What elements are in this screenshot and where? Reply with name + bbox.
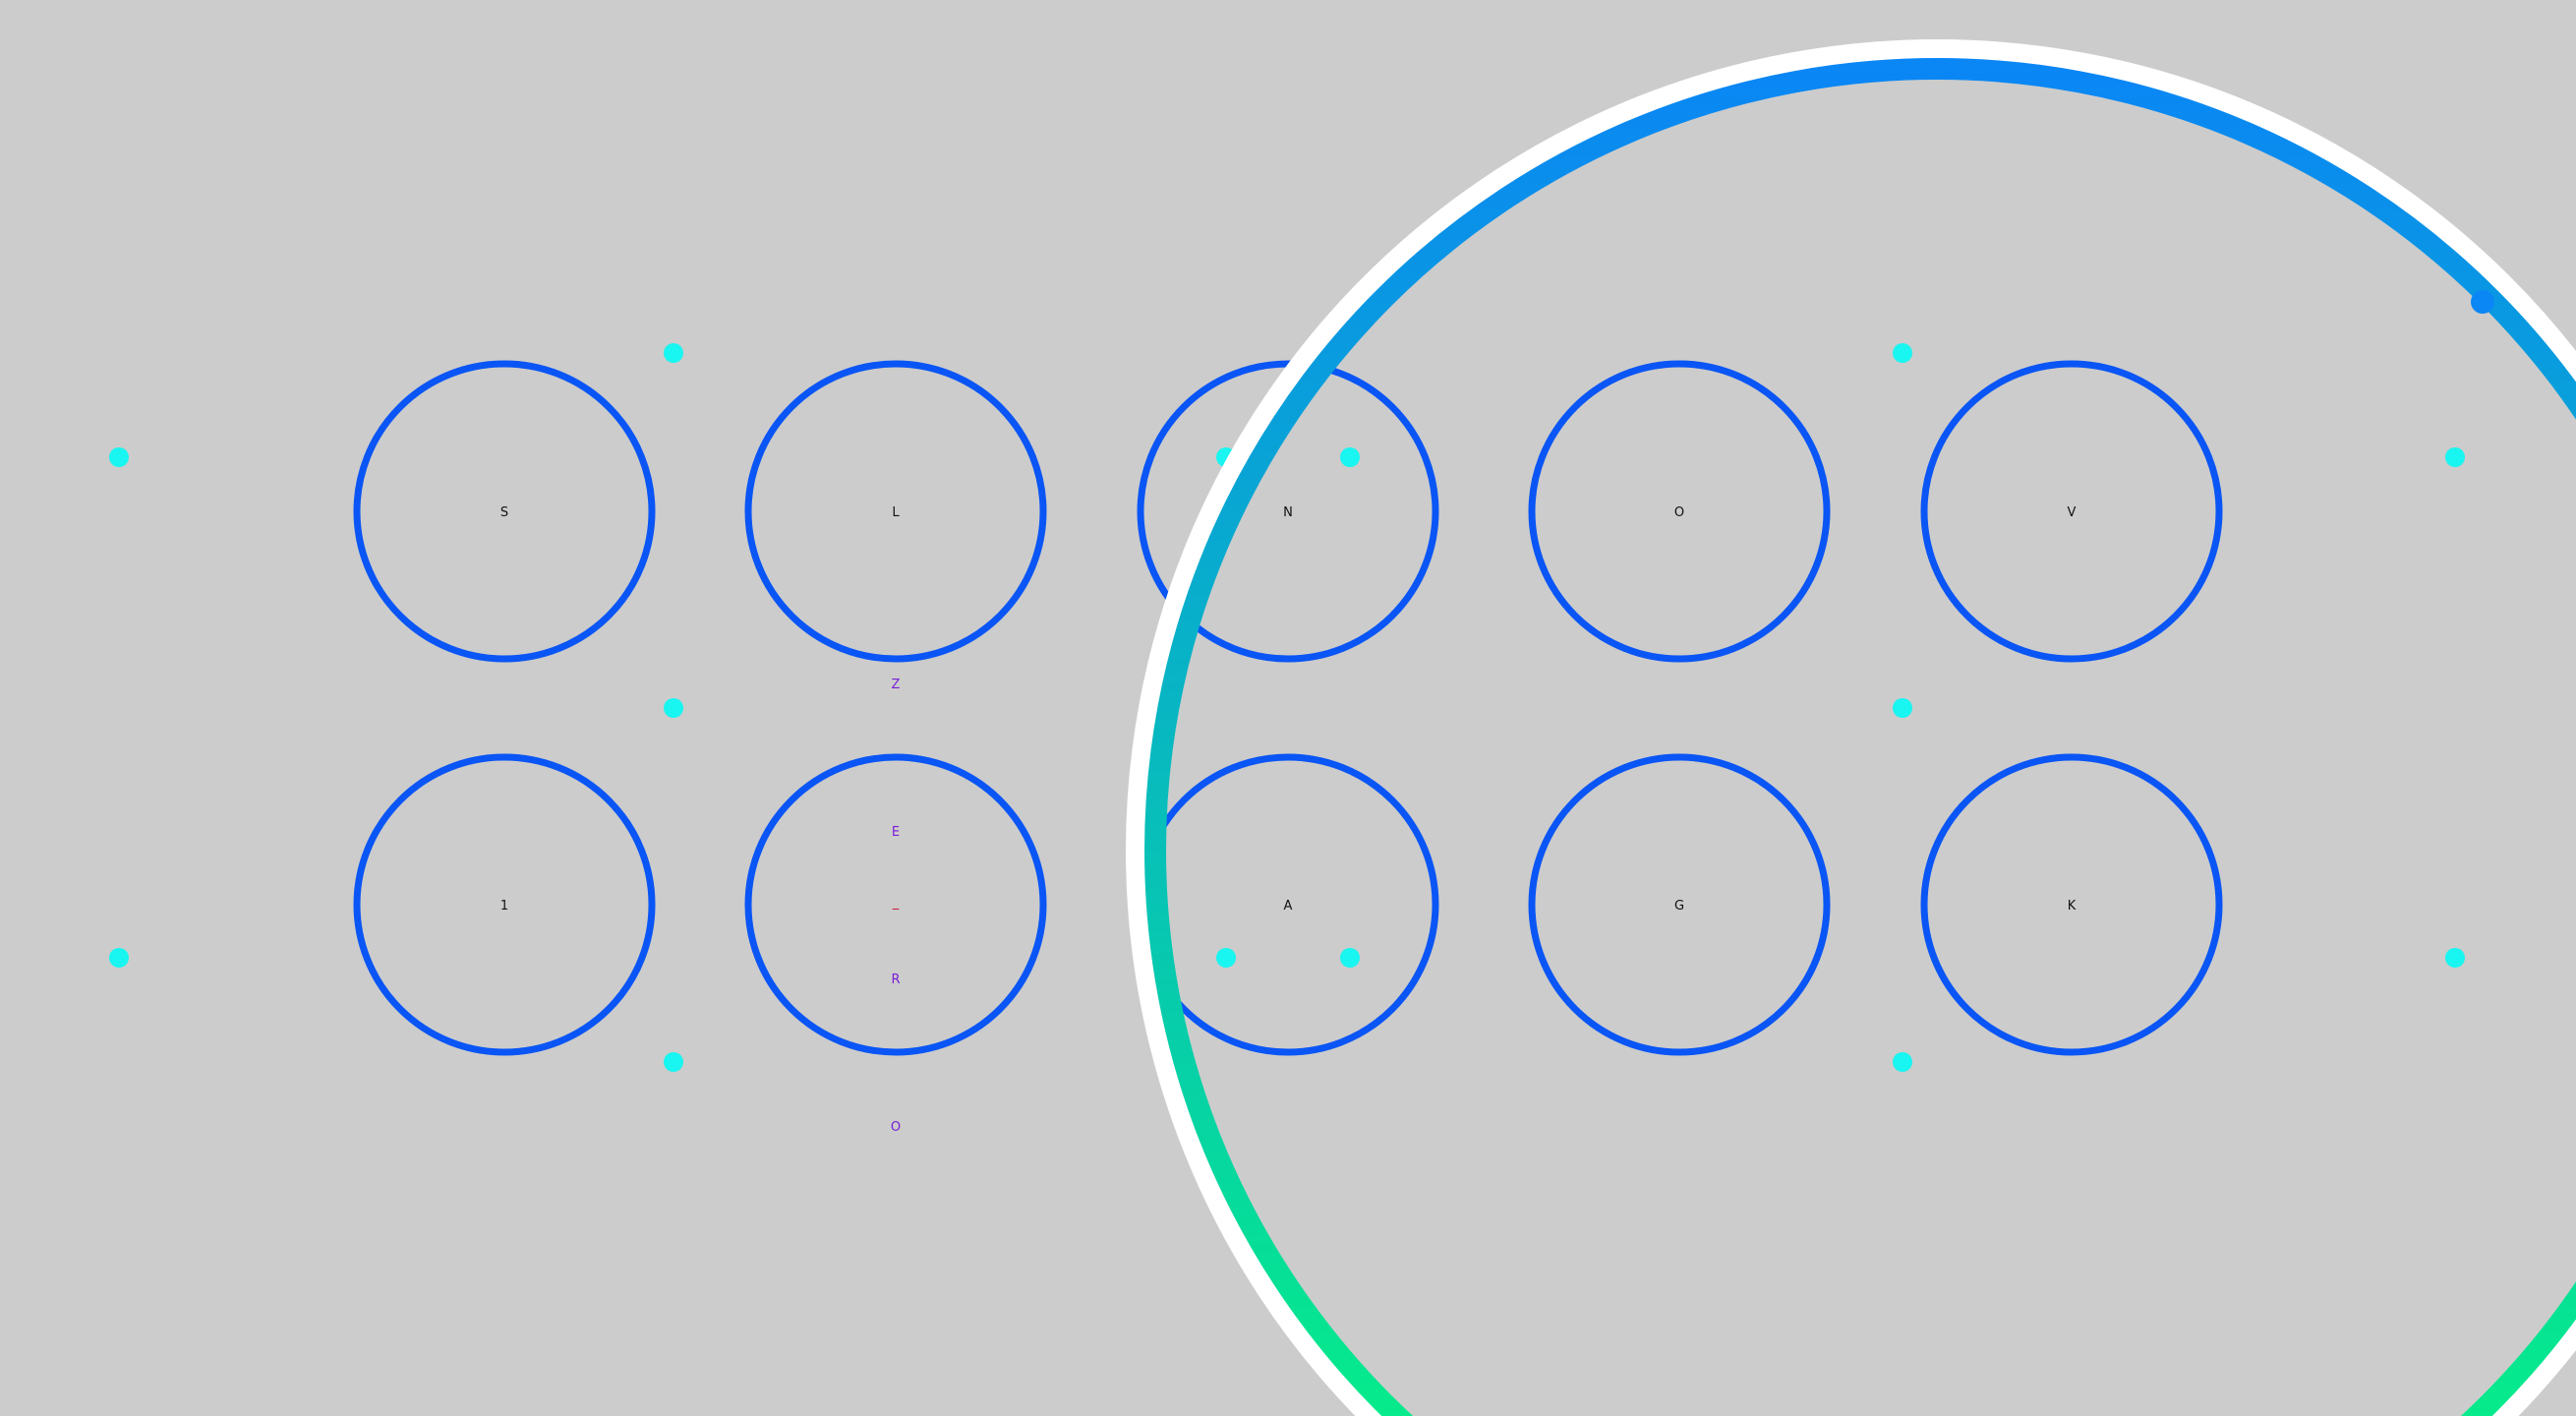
ring-handle[interactable] <box>2471 290 2494 314</box>
anchor-dot[interactable] <box>664 343 683 363</box>
anchor-dot[interactable] <box>1340 948 1360 968</box>
key-S[interactable]: S <box>353 360 656 663</box>
key-A[interactable]: A <box>1137 753 1439 1056</box>
key-L[interactable]: L <box>744 360 1047 663</box>
key-E[interactable] <box>744 753 1047 1056</box>
key-label: K <box>2068 899 2077 914</box>
key-grid: S L N O V 1 A G <box>353 360 2223 1056</box>
key-V[interactable]: V <box>1920 360 2223 663</box>
anchor-dot[interactable] <box>2445 948 2465 968</box>
key-label: G <box>1674 899 1684 914</box>
anchor-dots <box>109 343 2465 1072</box>
hint-word: Z E _ R O <box>891 678 901 1135</box>
anchor-dot[interactable] <box>1216 948 1236 968</box>
anchor-dot[interactable] <box>1893 343 1912 363</box>
key-label: N <box>1283 505 1293 520</box>
anchor-dot[interactable] <box>1893 698 1912 718</box>
key-G[interactable]: G <box>1528 753 1831 1056</box>
hint-char: Z <box>892 678 901 692</box>
swipe-ring[interactable] <box>1126 39 2576 1416</box>
key-label: V <box>2068 505 2077 520</box>
anchor-dot[interactable] <box>2445 447 2465 467</box>
anchor-dot[interactable] <box>109 948 129 968</box>
key-K[interactable]: K <box>1920 753 2223 1056</box>
anchor-dot[interactable] <box>1340 447 1360 467</box>
anchor-dot[interactable] <box>664 698 683 718</box>
key-label: O <box>1674 505 1684 520</box>
anchor-dot[interactable] <box>664 1052 683 1072</box>
hint-char: E <box>892 825 900 840</box>
key-O[interactable]: O <box>1528 360 1831 663</box>
key-label: L <box>892 505 900 520</box>
key-label: S <box>500 505 508 520</box>
anchor-dot[interactable] <box>109 447 129 467</box>
hint-char: _ <box>892 896 900 911</box>
key-label: A <box>1284 899 1293 914</box>
anchor-dot[interactable] <box>1893 1052 1912 1072</box>
hint-char: R <box>891 973 900 987</box>
key-1[interactable]: 1 <box>353 753 656 1056</box>
key-label: 1 <box>500 899 508 914</box>
hint-char: O <box>891 1120 901 1135</box>
